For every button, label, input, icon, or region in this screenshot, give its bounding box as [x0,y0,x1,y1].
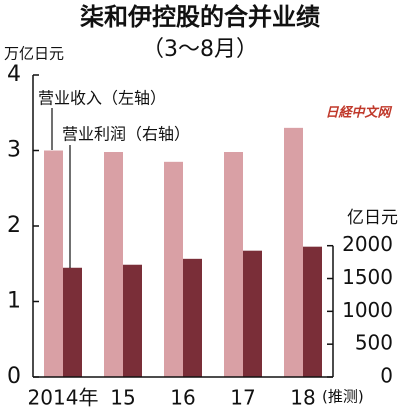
y-axis-label: 万亿日元 [4,45,64,63]
y2-tick-label: 1500 [342,265,393,289]
bar [164,161,183,377]
bar [183,258,202,377]
legend-label: 营业利润（右轴） [62,125,190,144]
chart-subtitle: （3～8月） [142,37,258,62]
y-tick-label: 2 [7,213,21,238]
bar [123,264,142,377]
y2-tick-label: 500 [355,331,393,355]
watermark: 日経中文网 [325,105,392,121]
x-tick-label: 17 [230,386,255,410]
bar [303,246,322,377]
y-tick-label: 4 [7,62,21,87]
legend-label: 营业收入（左轴） [38,89,166,108]
x-tick-label: 18 [290,386,315,410]
bar [44,150,63,377]
x-tick-label: 2014年 [28,386,99,410]
bar [224,152,243,377]
y2-tick-label: 2000 [342,232,393,256]
y-tick-label: 0 [7,364,21,389]
x-tick-label: 16 [170,386,195,410]
x-tick-label: 15 [110,386,135,410]
bar [104,152,123,377]
y2-tick-label: 0 [380,364,393,388]
annotation: (推测) [322,388,364,406]
y2-axis-label: 亿日元 [347,208,398,228]
y2-tick-label: 1000 [342,298,393,322]
chart-title: 柒和伊控股的合并业绩 [80,3,320,31]
bar [63,267,82,377]
y-tick-label: 1 [7,289,21,314]
y-tick-label: 3 [7,138,21,163]
bar [284,127,303,377]
bar [243,250,262,377]
